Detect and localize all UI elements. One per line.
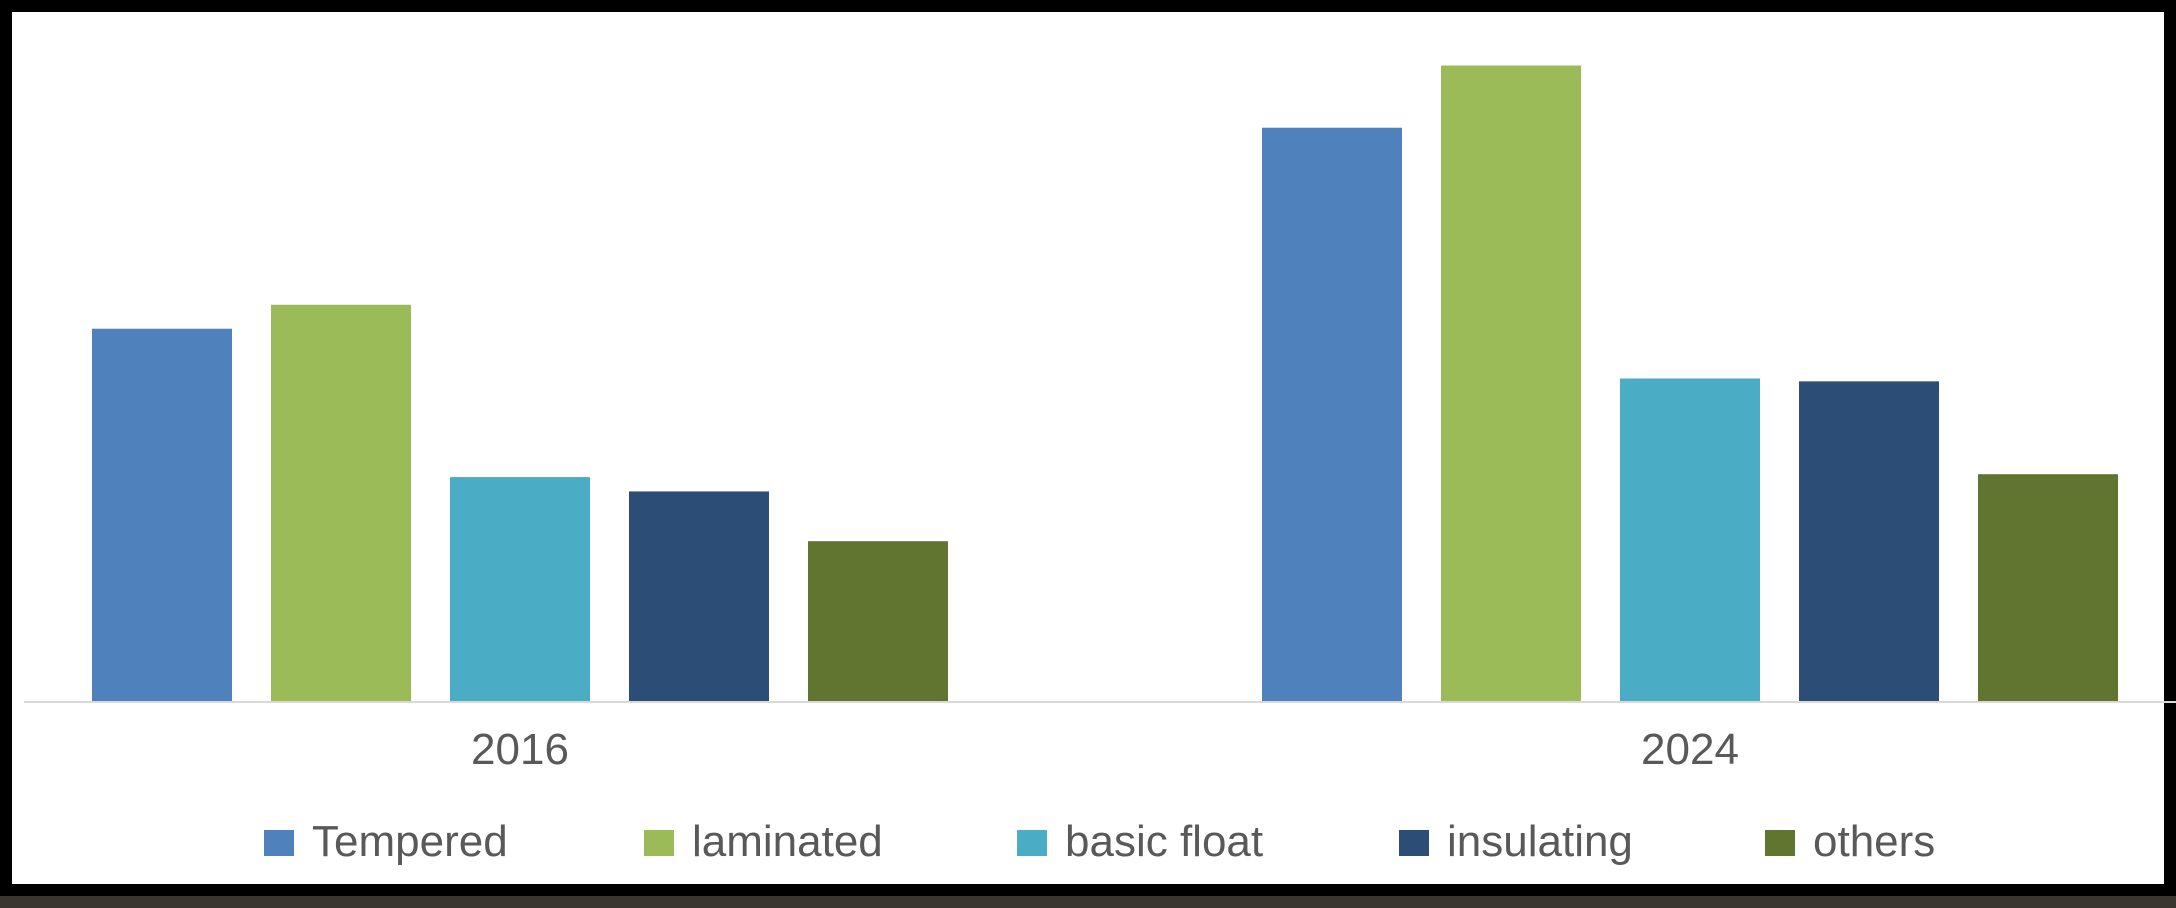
legend-swatch <box>1399 830 1429 856</box>
bar-2024-tempered <box>1262 127 1402 702</box>
bar-2016-insulating <box>629 491 769 702</box>
legend-label: laminated <box>692 817 883 866</box>
bar-2016-tempered <box>92 328 232 702</box>
legend-label: basic float <box>1065 817 1263 866</box>
bar-2024-insulating <box>1799 381 1939 702</box>
legend-item-insulating: insulating <box>1399 817 1633 866</box>
legend-swatch <box>264 830 294 856</box>
bars-layer <box>92 65 2118 702</box>
bar-2016-laminated <box>271 304 411 702</box>
bar-2024-others <box>1978 474 2118 702</box>
bar-2024-basic-float <box>1620 378 1760 702</box>
bar-2024-laminated <box>1441 65 1581 702</box>
legend: Tempered laminated basic float insulating ot… <box>264 817 1935 866</box>
bar-2016-others <box>808 541 948 702</box>
x-tick-label: 2016 <box>471 725 569 774</box>
legend-label: others <box>1813 817 1935 866</box>
legend-swatch <box>1017 830 1047 856</box>
legend-item-tempered: Tempered <box>264 817 508 866</box>
legend-swatch <box>644 830 674 856</box>
legend-item-laminated: laminated <box>644 817 883 866</box>
legend-item-basic-float: basic float <box>1017 817 1263 866</box>
x-tick-label: 2024 <box>1641 725 1739 774</box>
legend-swatch <box>1765 830 1795 856</box>
legend-item-others: others <box>1765 817 1935 866</box>
bar-2016-basic-float <box>450 477 590 702</box>
category-labels: 2016 2024 <box>471 725 1739 774</box>
legend-label: Tempered <box>312 817 508 866</box>
legend-label: insulating <box>1447 817 1633 866</box>
bar-chart: 2016 2024 Tempered laminated basic float ins… <box>24 65 2176 866</box>
